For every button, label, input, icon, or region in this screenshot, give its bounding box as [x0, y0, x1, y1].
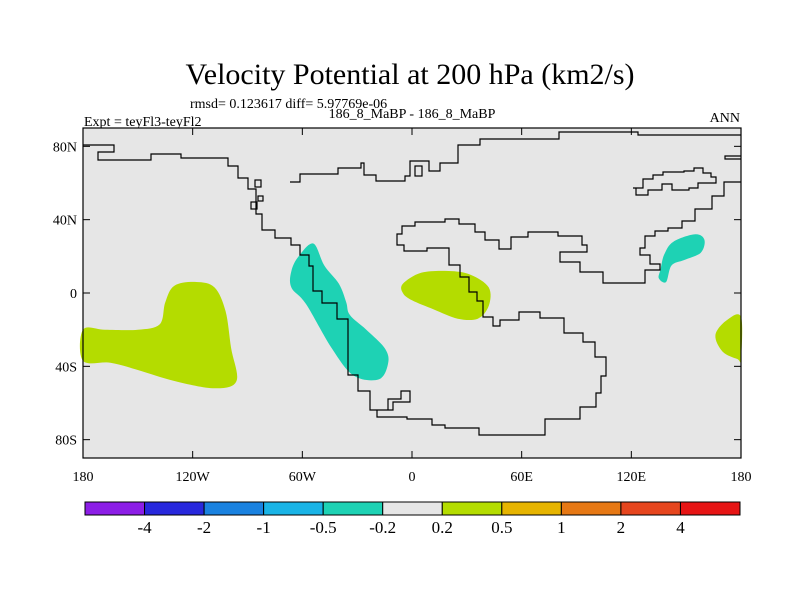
- colorbar-label: 2: [617, 518, 626, 537]
- colorbar-label: 0.2: [432, 518, 453, 537]
- y-tick-label: 80N: [53, 140, 77, 155]
- continent-outlines: [83, 131, 741, 436]
- stats-label: rmsd= 0.123617 diff= 5.97769e-06: [190, 97, 387, 112]
- axis-ticks: 180 120W 60W 0 60E 120E 180 80N 40N 0 40S 80S: [53, 128, 752, 485]
- negative-anomaly-americas: [289, 243, 389, 381]
- case-label: 186_8_MaBP - 186_8_MaBP: [329, 107, 496, 122]
- x-tick-label: 0: [409, 470, 416, 485]
- colorbar-label: -4: [137, 518, 152, 537]
- colorbar-swatch: [620, 501, 681, 516]
- x-tick-label: 60E: [510, 470, 533, 485]
- positive-anomaly-date-line: [715, 314, 743, 363]
- chart-title: Velocity Potential at 200 hPa (km2/s): [185, 58, 634, 91]
- negative-anomaly-east-asia: [658, 234, 705, 283]
- colorbar-label: -1: [257, 518, 271, 537]
- colorbar-label: 0.5: [491, 518, 512, 537]
- colorbar-label: 1: [557, 518, 566, 537]
- colorbar-swatch: [501, 501, 562, 516]
- colorbar-swatch: [679, 501, 741, 516]
- season-label: ANN: [710, 111, 740, 126]
- colorbar-swatch: [203, 501, 265, 516]
- colorbar-label: -0.5: [310, 518, 337, 537]
- x-tick-label: 60W: [289, 470, 317, 485]
- colorbar-label: -0.2: [369, 518, 396, 537]
- y-tick-label: 80S: [55, 434, 77, 449]
- y-tick-label: 40S: [55, 360, 77, 375]
- x-tick-label: 180: [731, 470, 752, 485]
- positive-anomaly-south-pacific: [79, 281, 238, 389]
- colorbar-swatch: [382, 501, 443, 516]
- colorbar-label: -2: [197, 518, 211, 537]
- experiment-label: Expt = teyFl3-teyFl2: [84, 115, 202, 130]
- colorbar-swatch: [263, 501, 324, 516]
- colorbar: -4 -2 -1 -0.5 -0.2 0.2 0.5 1 2 4: [84, 501, 741, 537]
- colorbar-swatch: [560, 501, 622, 516]
- colorbar-swatch: [144, 501, 205, 516]
- colorbar-swatch: [322, 501, 384, 516]
- x-tick-label: 120W: [176, 470, 211, 485]
- colorbar-swatch: [441, 501, 503, 516]
- x-tick-label: 180: [73, 470, 94, 485]
- colorbar-label: 4: [676, 518, 685, 537]
- map-plot-area: 180 120W 60W 0 60E 120E 180 80N 40N 0 40S 80S: [53, 127, 752, 485]
- colorbar-swatch: [84, 501, 146, 516]
- y-tick-label: 40N: [53, 214, 77, 229]
- x-tick-label: 120E: [617, 470, 647, 485]
- y-tick-label: 0: [70, 287, 77, 302]
- positive-anomaly-atlantic: [401, 270, 491, 321]
